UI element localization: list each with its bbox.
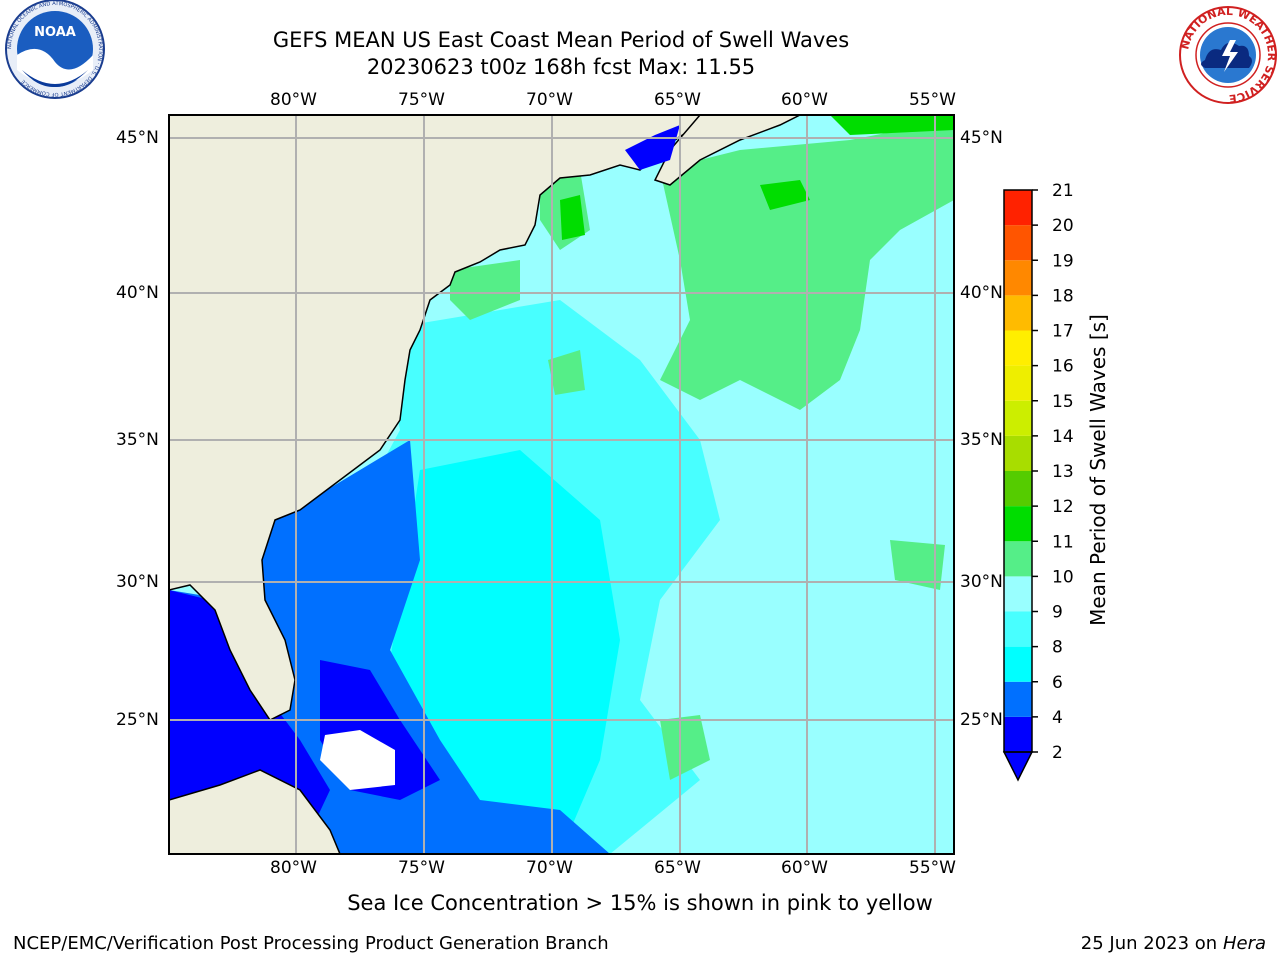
sea-ice-note: Sea Ice Concentration > 15% is shown in … [347, 891, 933, 915]
colorbar-tick-label: 4 [1052, 708, 1063, 728]
colorbar-tick-label: 16 [1052, 357, 1074, 377]
colorbar-tick-label: 21 [1052, 181, 1074, 201]
lat-label-left-30n: 30°N [116, 572, 159, 592]
lon-label-top-65w: 65°W [654, 90, 701, 110]
colorbar-tick-label: 12 [1052, 497, 1074, 517]
ice-mask-patch [320, 730, 395, 790]
colorbar-segment [1004, 400, 1032, 436]
colorbar: 2 4 6 8 9 10 11 12 13 14 15 16 17 18 19 20 21 [1002, 181, 1074, 782]
colorbar-tick-label: 6 [1052, 673, 1063, 693]
colorbar-tick-label: 15 [1052, 392, 1074, 412]
lon-label-bottom-75w: 75°W [398, 858, 445, 878]
colorbar-segment [1004, 260, 1032, 296]
generation-date: 25 Jun 2023 on Hera [1080, 933, 1266, 954]
lon-label-top-75w: 75°W [398, 90, 445, 110]
lon-label-bottom-60w: 60°W [781, 858, 828, 878]
colorbar-segment [1004, 716, 1032, 752]
machine-name: Hera [1222, 933, 1266, 954]
colorbar-tick-label: 19 [1052, 251, 1074, 271]
colorbar-segment [1004, 365, 1032, 401]
lon-label-bottom-80w: 80°W [270, 858, 317, 878]
graticule [169, 115, 954, 854]
colorbar-segment [1004, 541, 1032, 577]
colorbar-label: Mean Period of Swell Waves [s] [1086, 314, 1110, 626]
lat-label-left-45n: 45°N [116, 128, 159, 148]
colorbar-tick-label: 11 [1052, 532, 1074, 552]
colorbar-tick-label: 13 [1052, 462, 1074, 482]
credit-text: NCEP/EMC/Verification Post Processing Pr… [13, 933, 609, 954]
map-frame [168, 114, 955, 855]
lat-label-right-45n: 45°N [960, 128, 1003, 148]
lon-label-top-70w: 70°W [526, 90, 573, 110]
lon-label-bottom-65w: 65°W [654, 858, 701, 878]
colorbar-tick-label: 14 [1052, 427, 1074, 447]
colorbar-segment [1004, 225, 1032, 261]
colorbar-tick-label: 10 [1052, 567, 1074, 587]
land-cuba [169, 769, 341, 854]
lat-label-left-40n: 40°N [116, 283, 159, 303]
lat-label-left-25n: 25°N [116, 710, 159, 730]
colorbar-segment [1004, 506, 1032, 542]
colorbar-tick-label: 2 [1052, 743, 1063, 763]
colorbar-segment [1004, 576, 1032, 612]
map-subtitle: 20230623 t00z 168h fcst Max: 11.55 [366, 55, 756, 79]
colorbar-tick-label: 17 [1052, 322, 1074, 342]
lat-label-right-30n: 30°N [960, 572, 1003, 592]
colorbar-segment [1004, 190, 1032, 226]
nws-logo: NATIONAL WEATHER SERVICE [1178, 5, 1278, 105]
colorbar-tick-label: 8 [1052, 638, 1063, 658]
colorbar-segment [1004, 471, 1032, 507]
colorbar-tick-label: 18 [1052, 286, 1074, 306]
colorbar-tick-label: 20 [1052, 216, 1074, 236]
noaa-logo-text: NOAA [34, 25, 76, 40]
colorbar-tick-label: 9 [1052, 603, 1063, 623]
colorbar-segment [1004, 611, 1032, 647]
swell-zone-10-11 [830, 115, 954, 135]
lon-label-top-60w: 60°W [781, 90, 828, 110]
lon-label-top-80w: 80°W [270, 90, 317, 110]
map-area [169, 115, 954, 854]
lat-label-left-35n: 35°N [116, 430, 159, 450]
lon-label-bottom-55w: 55°W [909, 858, 956, 878]
colorbar-extend-min [1002, 751, 1034, 782]
map-title: GEFS MEAN US East Coast Mean Period of S… [272, 28, 850, 52]
lat-label-right-40n: 40°N [960, 283, 1003, 303]
colorbar-segment [1004, 435, 1032, 471]
colorbar-segment [1004, 295, 1032, 331]
lon-label-top-55w: 55°W [909, 90, 956, 110]
land-us-east-coast [169, 115, 701, 721]
colorbar-segment [1004, 681, 1032, 717]
lon-label-bottom-70w: 70°W [526, 858, 573, 878]
lat-label-right-35n: 35°N [960, 430, 1003, 450]
swell-zone-bay-of-fundy [625, 125, 680, 170]
noaa-logo: NOAA NATIONAL OCEANIC AND ATMOSPHERIC AD… [5, 0, 105, 99]
lat-label-right-25n: 25°N [960, 710, 1003, 730]
colorbar-segment [1004, 646, 1032, 682]
colorbar-segment [1004, 330, 1032, 366]
